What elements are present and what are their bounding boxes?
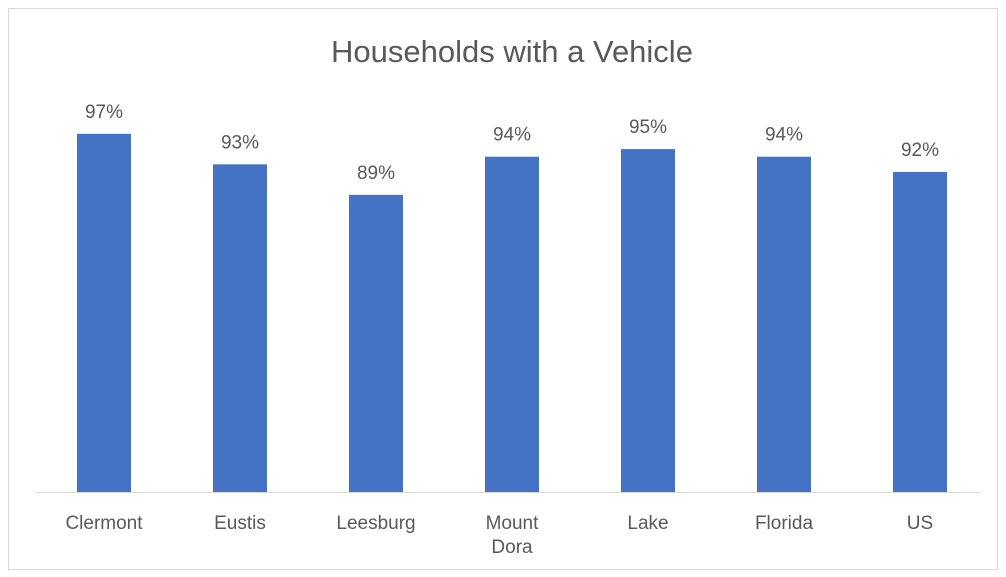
data-label: 92%	[901, 140, 939, 161]
bar	[757, 156, 811, 492]
x-tick-label: Clermont	[65, 513, 143, 534]
x-tick-label: US	[906, 513, 934, 534]
data-label: 89%	[357, 163, 395, 184]
x-tick-label: Florida	[754, 513, 814, 534]
x-tick-label: Lake	[627, 513, 669, 534]
x-tick-label: Eustis	[214, 513, 266, 534]
x-tick-label: Mount Dora	[485, 513, 539, 558]
x-tick-label: Leesburg	[336, 513, 416, 534]
data-label: 97%	[85, 102, 123, 123]
bar	[213, 164, 267, 492]
data-label: 94%	[765, 125, 803, 146]
bar	[77, 133, 131, 493]
chart-title: Households with a Vehicle	[331, 34, 693, 69]
data-label: 94%	[493, 125, 531, 146]
bar	[349, 194, 403, 492]
bar	[621, 149, 675, 492]
data-label: 95%	[629, 117, 667, 138]
bar	[485, 156, 539, 492]
data-label: 93%	[221, 132, 259, 153]
bar	[893, 171, 947, 492]
